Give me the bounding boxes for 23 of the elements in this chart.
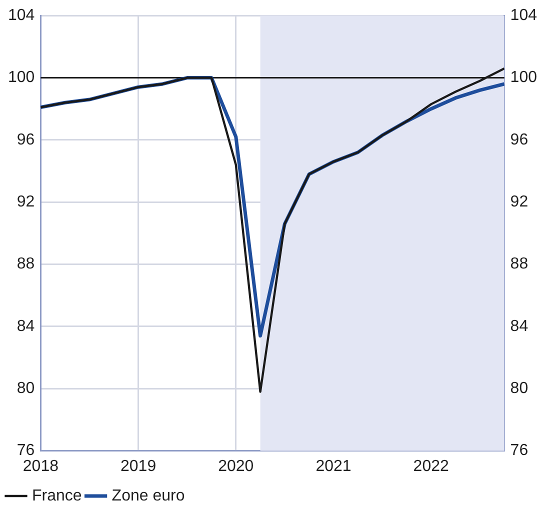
y-tick-label: 104 bbox=[8, 7, 35, 24]
legend-label: France bbox=[32, 487, 82, 504]
x-tick-label: 2020 bbox=[218, 458, 254, 475]
y2-tick-label: 80 bbox=[510, 380, 528, 398]
y2-tick-label: 96 bbox=[510, 131, 528, 148]
y-tick-label: 92 bbox=[16, 194, 35, 211]
x-tick-label: 2022 bbox=[413, 458, 449, 475]
y-tick-label: 80 bbox=[16, 380, 35, 398]
x-tick-label: 2018 bbox=[22, 458, 59, 475]
x-tick-label: 2021 bbox=[316, 458, 352, 475]
y-tick-label: 100 bbox=[8, 69, 35, 86]
y-tick-label: 84 bbox=[16, 318, 35, 335]
y-tick-label: 76 bbox=[16, 442, 35, 460]
x-tick-label: 2019 bbox=[120, 458, 156, 475]
y2-tick-label: 76 bbox=[510, 442, 528, 460]
y2-tick-label: 100 bbox=[510, 69, 538, 86]
legend-label: Zone euro bbox=[112, 487, 185, 504]
y2-tick-label: 88 bbox=[510, 256, 528, 273]
y2-tick-label: 92 bbox=[510, 194, 528, 211]
y-tick-label: 88 bbox=[16, 256, 35, 273]
y2-tick-label: 104 bbox=[510, 7, 538, 24]
y2-tick-label: 84 bbox=[510, 318, 528, 335]
y-tick-label: 96 bbox=[16, 131, 35, 148]
